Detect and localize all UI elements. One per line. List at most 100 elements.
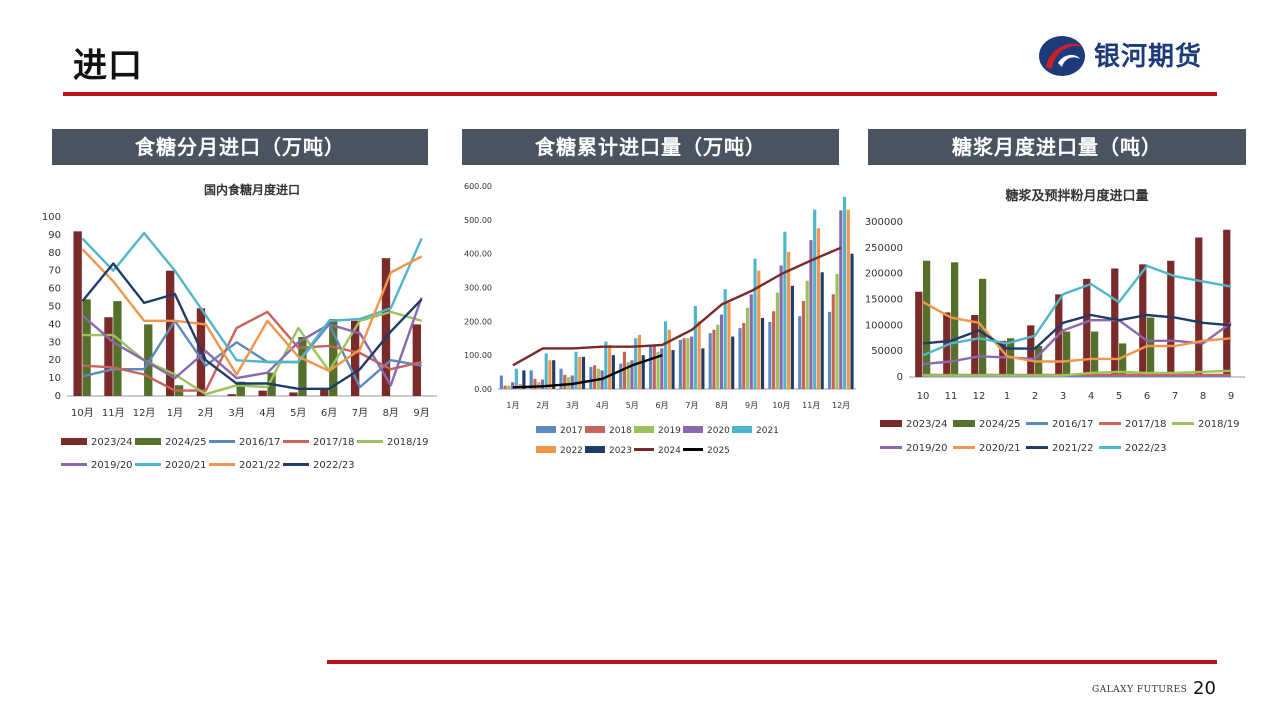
bar — [1223, 229, 1231, 377]
bar — [350, 320, 360, 396]
y-tick-label: 100000 — [865, 320, 903, 331]
x-tick-label: 12月 — [832, 401, 850, 410]
x-tick-label: 1 — [1004, 391, 1010, 402]
x-tick-label: 11 — [945, 391, 958, 402]
panel-header-3: 糖浆月度进口量（吨） — [868, 129, 1246, 165]
bar — [533, 378, 537, 389]
bar — [827, 311, 832, 389]
series-line — [81, 262, 423, 390]
bar — [648, 345, 653, 389]
x-tick-label: 9月 — [413, 407, 429, 419]
bar — [719, 314, 724, 389]
bar — [548, 360, 552, 389]
bar — [1147, 317, 1155, 377]
bar — [738, 328, 742, 389]
y-tick-label: 250000 — [865, 243, 903, 254]
legend-label: 2019/20 — [91, 460, 133, 471]
x-tick-label: 7月 — [352, 407, 368, 419]
bar — [559, 368, 563, 389]
x-tick-label: 4月 — [596, 401, 609, 410]
legend-label: 2021 — [756, 426, 779, 436]
bar — [1063, 331, 1071, 377]
bar — [951, 262, 959, 377]
bar — [514, 368, 518, 389]
x-tick-label: 2 — [1032, 391, 1038, 402]
bar — [742, 323, 746, 389]
bar — [775, 292, 779, 389]
y-tick-label: 20 — [48, 355, 61, 366]
series-line — [82, 310, 422, 392]
legend-swatch — [585, 446, 605, 453]
legend-label: 2022 — [560, 446, 583, 456]
y-tick-label: 0 — [897, 372, 903, 383]
bar — [749, 294, 753, 389]
bar — [690, 336, 694, 389]
bar — [712, 329, 716, 389]
panel-header-1: 食糖分月进口（万吨） — [52, 129, 428, 165]
legend-label: 2017/18 — [1125, 419, 1167, 430]
legend-label: 2023/24 — [91, 437, 133, 448]
y-tick-label: 0 — [55, 391, 61, 402]
bar — [529, 370, 533, 389]
y-tick-label: 300000 — [865, 217, 903, 228]
series-line — [81, 297, 423, 387]
bar — [971, 315, 979, 377]
bar — [693, 306, 697, 389]
bar — [619, 363, 623, 389]
bar — [227, 394, 236, 396]
bar — [839, 210, 843, 389]
bar — [701, 348, 705, 389]
bar — [499, 375, 503, 389]
x-tick-label: 5 — [1116, 391, 1122, 402]
bar — [578, 356, 582, 389]
y-tick-label: 0.00 — [474, 385, 492, 394]
bar — [850, 253, 854, 389]
bar — [783, 231, 787, 389]
legend-swatch — [880, 420, 902, 427]
legend-label: 2021/22 — [239, 460, 281, 471]
bar — [113, 301, 122, 396]
bar — [1083, 278, 1091, 377]
bar — [846, 209, 850, 389]
legend-swatch — [536, 426, 556, 433]
series-line — [922, 319, 1232, 366]
bar — [593, 365, 597, 389]
y-tick-label: 50 — [48, 302, 61, 313]
bar — [745, 307, 750, 389]
legend-label: 2022/23 — [313, 460, 355, 471]
bar — [581, 356, 586, 389]
series-line — [922, 264, 1232, 357]
bar — [678, 339, 682, 389]
bar — [923, 260, 931, 377]
bar — [381, 258, 391, 396]
x-tick-label: 3月 — [228, 407, 244, 419]
legend-label: 2018/19 — [1198, 419, 1240, 430]
y-tick-label: 90 — [48, 230, 61, 241]
series-line — [923, 369, 1232, 377]
bar — [570, 375, 574, 389]
legend-label: 2016/17 — [239, 437, 281, 448]
bar — [779, 265, 783, 389]
y-tick-label: 30 — [48, 337, 61, 348]
x-tick-label: 7月 — [685, 401, 698, 410]
bar — [716, 324, 720, 389]
x-tick-label: 4 — [1088, 391, 1094, 402]
bar — [104, 317, 113, 396]
bar — [663, 321, 668, 389]
bar — [626, 361, 630, 389]
bar — [1111, 268, 1119, 377]
bar — [790, 285, 794, 389]
legend-label: 2017/18 — [313, 437, 355, 448]
x-tick-label: 8月 — [383, 407, 399, 419]
legend-label: 2018 — [609, 426, 632, 436]
legend-swatch — [683, 426, 703, 433]
series-line — [922, 313, 1232, 350]
series-line — [81, 231, 423, 364]
series-line — [922, 301, 1232, 363]
bar — [682, 338, 686, 389]
x-tick-label: 6 — [1144, 391, 1150, 402]
bottom-divider — [327, 660, 1217, 664]
y-tick-label: 70 — [48, 266, 61, 277]
bar — [552, 360, 556, 389]
chart-title: 糖浆及预拌粉月度进口量 — [1005, 188, 1148, 204]
